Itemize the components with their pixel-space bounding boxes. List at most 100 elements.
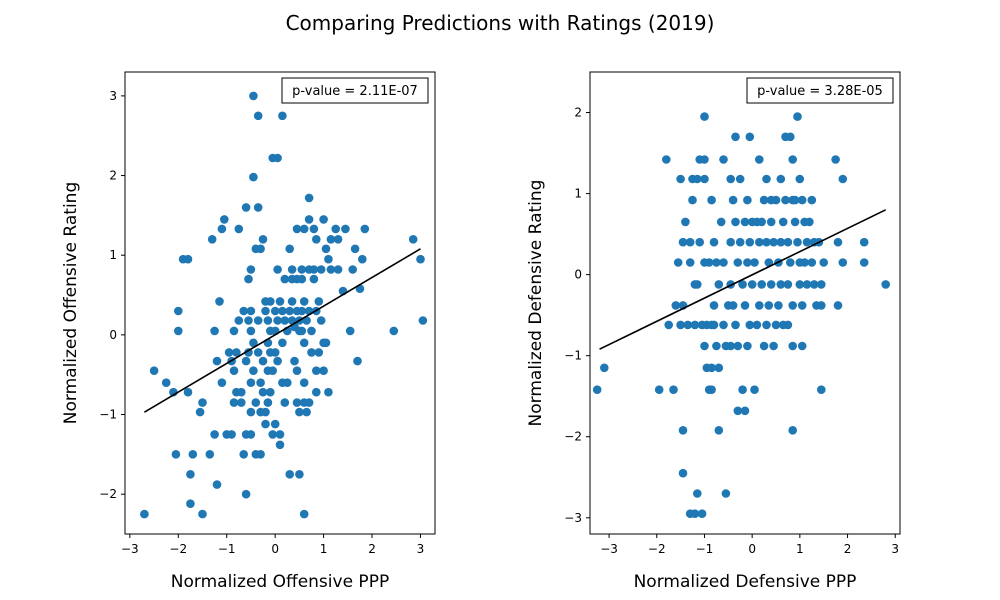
data-point xyxy=(418,316,428,325)
data-point xyxy=(295,470,304,479)
data-point xyxy=(348,265,358,274)
data-point xyxy=(244,274,253,284)
data-point xyxy=(319,215,328,224)
data-point xyxy=(757,217,766,227)
data-point xyxy=(278,111,287,121)
data-point xyxy=(297,306,307,316)
data-point xyxy=(790,195,800,205)
data-point xyxy=(246,326,256,336)
data-point xyxy=(802,280,812,289)
data-point xyxy=(800,258,809,267)
data-point xyxy=(224,348,234,357)
data-point xyxy=(246,407,256,417)
data-point xyxy=(726,237,735,247)
data-point xyxy=(217,224,227,234)
data-point xyxy=(817,301,826,310)
data-point xyxy=(719,155,728,164)
data-point xyxy=(285,470,295,479)
data-point xyxy=(743,195,752,205)
data-point xyxy=(174,306,183,316)
data-point xyxy=(183,387,193,397)
data-point xyxy=(783,320,793,330)
data-point xyxy=(738,385,747,395)
data-point xyxy=(261,306,270,316)
data-point xyxy=(762,237,771,247)
data-point xyxy=(299,378,309,388)
data-point xyxy=(324,254,333,264)
data-point xyxy=(714,426,724,435)
data-point xyxy=(316,316,326,325)
data-point xyxy=(309,224,319,234)
data-point xyxy=(273,265,282,274)
data-point xyxy=(212,480,222,489)
data-point xyxy=(745,320,755,330)
plot-frame xyxy=(124,71,436,535)
data-point xyxy=(249,172,258,182)
data-point xyxy=(747,280,757,289)
data-point xyxy=(669,385,678,395)
data-point xyxy=(728,195,738,205)
data-point xyxy=(140,509,149,519)
data-point xyxy=(690,320,700,330)
data-point xyxy=(280,398,290,407)
x-axis-label: Normalized Defensive PPP xyxy=(634,572,857,592)
data-point xyxy=(693,280,702,289)
data-point xyxy=(600,363,609,373)
data-point xyxy=(776,237,786,247)
data-point xyxy=(654,385,664,395)
data-point xyxy=(229,326,239,336)
data-point xyxy=(229,366,239,376)
data-point xyxy=(881,280,890,289)
data-point xyxy=(280,316,290,325)
data-point xyxy=(389,326,399,336)
data-point xyxy=(234,316,244,325)
p-value-annotation: p-value = 3.28E-05 xyxy=(746,77,894,104)
data-point xyxy=(797,301,807,310)
data-point xyxy=(292,398,302,407)
data-point xyxy=(353,356,362,366)
data-point xyxy=(743,258,752,267)
y-tick-label: −2 xyxy=(564,430,582,444)
data-point xyxy=(333,265,343,274)
y-tick-label: 2 xyxy=(574,106,582,120)
data-point xyxy=(709,237,719,247)
data-point xyxy=(251,398,261,407)
data-point xyxy=(700,341,709,351)
data-point xyxy=(246,430,256,439)
plot-frame xyxy=(589,71,901,535)
data-point xyxy=(707,195,716,205)
scatter-points xyxy=(140,91,428,519)
y-tick-label: −2 xyxy=(99,487,117,501)
data-point xyxy=(350,244,360,254)
data-point xyxy=(237,398,246,407)
data-point xyxy=(309,265,319,274)
data-point xyxy=(195,407,205,417)
data-point xyxy=(690,509,700,518)
y-tick-label: −3 xyxy=(564,511,582,525)
data-point xyxy=(664,320,673,330)
data-point xyxy=(333,235,343,244)
data-point xyxy=(241,203,251,212)
data-point xyxy=(270,348,280,357)
data-point xyxy=(304,215,314,224)
data-point xyxy=(740,406,750,416)
data-point xyxy=(771,320,781,330)
regression-line xyxy=(143,248,421,413)
data-point xyxy=(299,224,309,234)
x-tick-label: 0 xyxy=(271,542,279,556)
data-point xyxy=(307,326,316,336)
data-point xyxy=(198,509,207,519)
data-point xyxy=(246,265,256,274)
data-point xyxy=(681,217,690,227)
data-point xyxy=(757,280,766,289)
data-point xyxy=(685,258,695,267)
data-point xyxy=(273,356,282,366)
data-point xyxy=(783,237,793,247)
data-point xyxy=(788,341,797,351)
data-point xyxy=(212,356,222,366)
data-point xyxy=(714,280,724,289)
data-point xyxy=(788,301,797,310)
data-point xyxy=(297,265,307,274)
data-point xyxy=(299,509,309,519)
